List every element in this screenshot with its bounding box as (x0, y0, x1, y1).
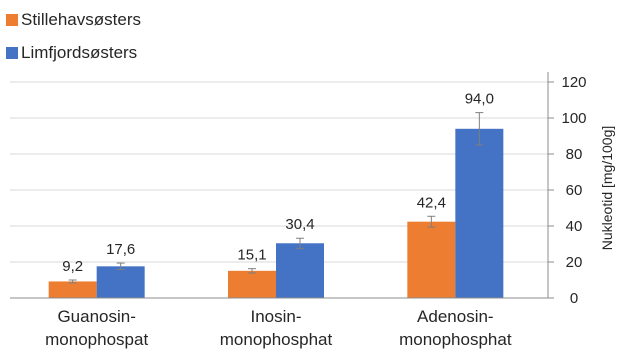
x-axis: Guanosin-monophospatInosin-monophosphatA… (10, 297, 548, 349)
data-label-0-2: 42,4 (417, 194, 446, 211)
x-tick-label-line-0-0: Guanosin- (57, 307, 135, 326)
bar-0-1 (228, 270, 276, 298)
y-tick-label-80: 80 (566, 146, 583, 163)
bar-1-2 (455, 128, 504, 298)
legend-swatch-orange (6, 14, 18, 26)
y-tick-label-0: 0 (570, 290, 578, 307)
x-tick-label-line-2-1: monophosphat (399, 330, 512, 349)
y-axis-title: Nukleotid [mg/100g] (599, 126, 615, 251)
legend-label-limfjordsosters: Limfjordsøsters (21, 43, 138, 62)
legend-label-stillehavsosters: Stillehavsøsters (21, 10, 141, 29)
legend-item-limfjordsosters: Limfjordsøsters (6, 43, 137, 63)
x-tick-label-0: Guanosin-monophospat (45, 307, 148, 349)
data-label-1-1: 30,4 (285, 216, 314, 233)
bar-0-0 (48, 281, 97, 298)
y-tick-label-40: 40 (566, 218, 583, 235)
bar-1-1 (276, 243, 324, 298)
bar-0-2 (407, 221, 456, 298)
data-label-0-1: 15,1 (237, 247, 266, 264)
data-label-0-0: 9,2 (62, 258, 83, 275)
x-tick-label-line-1-1: monophosphat (220, 330, 333, 349)
y-tick-label-60: 60 (566, 182, 583, 199)
bar-1-0 (96, 266, 145, 298)
legend-item-stillehavsosters: Stillehavsøsters (6, 10, 141, 30)
y-axis: 0 20 40 60 80 100 120 (547, 72, 587, 307)
bars-group: 9,2 17,6 15,1 30,4 42,4 94,0 (48, 91, 504, 298)
y-tick-label-120: 120 (561, 74, 586, 91)
x-tick-label-line-0-1: monophospat (45, 330, 148, 349)
x-tick-label-2: Adenosin-monophosphat (399, 307, 512, 349)
x-tick-label-1: Inosin-monophosphat (220, 307, 333, 349)
x-tick-label-line-1-0: Inosin- (250, 307, 301, 326)
data-label-1-2: 94,0 (465, 91, 494, 108)
y-tick-label-100: 100 (561, 110, 586, 127)
x-tick-label-line-2-0: Adenosin- (417, 307, 494, 326)
legend-swatch-blue (6, 47, 18, 59)
data-label-1-0: 17,6 (106, 241, 135, 258)
y-tick-label-20: 20 (566, 254, 583, 271)
